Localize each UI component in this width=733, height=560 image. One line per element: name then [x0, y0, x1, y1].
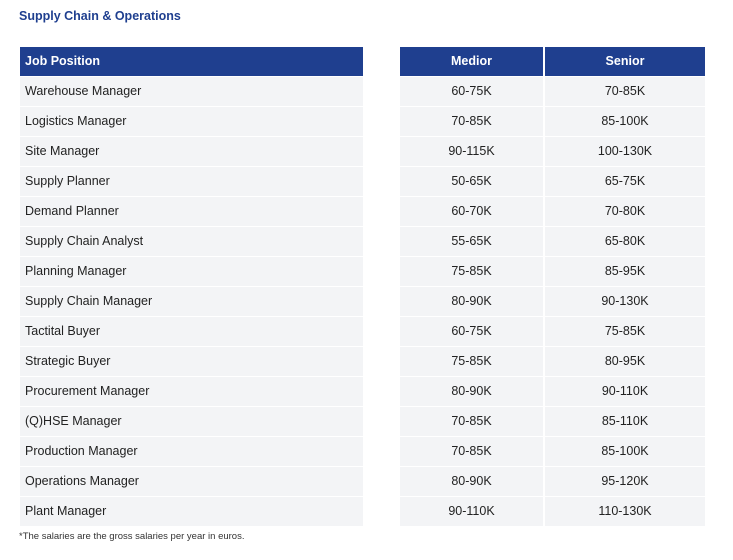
- table-row: 75-85K 85-95K: [400, 257, 705, 286]
- senior-salary-cell: 90-110K: [545, 377, 705, 406]
- medior-salary-cell: 50-65K: [400, 167, 543, 196]
- table-row: 60-70K 70-80K: [400, 197, 705, 226]
- medior-salary-cell: 60-70K: [400, 197, 543, 226]
- senior-salary-cell: 70-80K: [545, 197, 705, 226]
- table-row: Supply Planner: [20, 167, 363, 196]
- table-row: 80-90K 90-130K: [400, 287, 705, 316]
- table-row: Tactital Buyer: [20, 317, 363, 346]
- job-position-cell: Supply Planner: [20, 167, 363, 196]
- senior-salary-cell: 95-120K: [545, 467, 705, 496]
- page-title: Supply Chain & Operations: [19, 9, 181, 23]
- table-row: 60-75K 75-85K: [400, 317, 705, 346]
- senior-salary-cell: 75-85K: [545, 317, 705, 346]
- medior-salary-cell: 60-75K: [400, 77, 543, 106]
- job-position-cell: Strategic Buyer: [20, 347, 363, 376]
- medior-salary-cell: 80-90K: [400, 377, 543, 406]
- job-position-cell: Site Manager: [20, 137, 363, 166]
- table-row: 75-85K 80-95K: [400, 347, 705, 376]
- medior-salary-cell: 75-85K: [400, 257, 543, 286]
- table-row: Demand Planner: [20, 197, 363, 226]
- column-header-job-position: Job Position: [20, 47, 363, 76]
- table-row: 60-75K 70-85K: [400, 77, 705, 106]
- senior-salary-cell: 110-130K: [545, 497, 705, 526]
- job-position-cell: Supply Chain Manager: [20, 287, 363, 316]
- header-row: Job Position: [20, 47, 363, 76]
- table-row: 70-85K 85-100K: [400, 437, 705, 466]
- medior-salary-cell: 80-90K: [400, 467, 543, 496]
- table-row: Supply Chain Manager: [20, 287, 363, 316]
- table-row: Supply Chain Analyst: [20, 227, 363, 256]
- job-position-cell: Warehouse Manager: [20, 77, 363, 106]
- job-position-cell: (Q)HSE Manager: [20, 407, 363, 436]
- table-row: Operations Manager: [20, 467, 363, 496]
- table-row: 90-115K 100-130K: [400, 137, 705, 166]
- job-position-cell: Operations Manager: [20, 467, 363, 496]
- job-position-table: Job Position Warehouse Manager Logistics…: [20, 47, 363, 527]
- job-position-cell: Planning Manager: [20, 257, 363, 286]
- table-row: 70-85K 85-100K: [400, 107, 705, 136]
- table-row: Strategic Buyer: [20, 347, 363, 376]
- table-row: 70-85K 85-110K: [400, 407, 705, 436]
- senior-salary-cell: 80-95K: [545, 347, 705, 376]
- senior-salary-cell: 100-130K: [545, 137, 705, 166]
- medior-salary-cell: 90-110K: [400, 497, 543, 526]
- senior-salary-cell: 85-110K: [545, 407, 705, 436]
- table-row: Procurement Manager: [20, 377, 363, 406]
- table-row: 55-65K 65-80K: [400, 227, 705, 256]
- job-position-cell: Production Manager: [20, 437, 363, 466]
- header-row: Medior Senior: [400, 47, 705, 76]
- footnote: *The salaries are the gross salaries per…: [19, 531, 245, 542]
- table-row: (Q)HSE Manager: [20, 407, 363, 436]
- senior-salary-cell: 65-75K: [545, 167, 705, 196]
- job-position-cell: Plant Manager: [20, 497, 363, 526]
- senior-salary-cell: 85-100K: [545, 437, 705, 466]
- senior-salary-cell: 85-95K: [545, 257, 705, 286]
- table-row: Production Manager: [20, 437, 363, 466]
- medior-salary-cell: 70-85K: [400, 107, 543, 136]
- senior-salary-cell: 85-100K: [545, 107, 705, 136]
- column-header-medior: Medior: [400, 47, 543, 76]
- medior-salary-cell: 70-85K: [400, 407, 543, 436]
- medior-salary-cell: 55-65K: [400, 227, 543, 256]
- table-row: Logistics Manager: [20, 107, 363, 136]
- senior-salary-cell: 70-85K: [545, 77, 705, 106]
- medior-salary-cell: 70-85K: [400, 437, 543, 466]
- medior-salary-cell: 60-75K: [400, 317, 543, 346]
- table-row: Site Manager: [20, 137, 363, 166]
- senior-salary-cell: 65-80K: [545, 227, 705, 256]
- column-header-senior: Senior: [545, 47, 705, 76]
- senior-salary-cell: 90-130K: [545, 287, 705, 316]
- table-row: 90-110K 110-130K: [400, 497, 705, 526]
- job-position-cell: Supply Chain Analyst: [20, 227, 363, 256]
- salary-table: Medior Senior 60-75K 70-85K 70-85K 85-100K…: [400, 47, 705, 527]
- medior-salary-cell: 90-115K: [400, 137, 543, 166]
- table-row: Plant Manager: [20, 497, 363, 526]
- medior-salary-cell: 75-85K: [400, 347, 543, 376]
- table-row: 80-90K 90-110K: [400, 377, 705, 406]
- job-position-cell: Tactital Buyer: [20, 317, 363, 346]
- job-position-cell: Procurement Manager: [20, 377, 363, 406]
- job-position-cell: Demand Planner: [20, 197, 363, 226]
- table-row: 80-90K 95-120K: [400, 467, 705, 496]
- table-row: Planning Manager: [20, 257, 363, 286]
- table-row: 50-65K 65-75K: [400, 167, 705, 196]
- table-row: Warehouse Manager: [20, 77, 363, 106]
- medior-salary-cell: 80-90K: [400, 287, 543, 316]
- job-position-cell: Logistics Manager: [20, 107, 363, 136]
